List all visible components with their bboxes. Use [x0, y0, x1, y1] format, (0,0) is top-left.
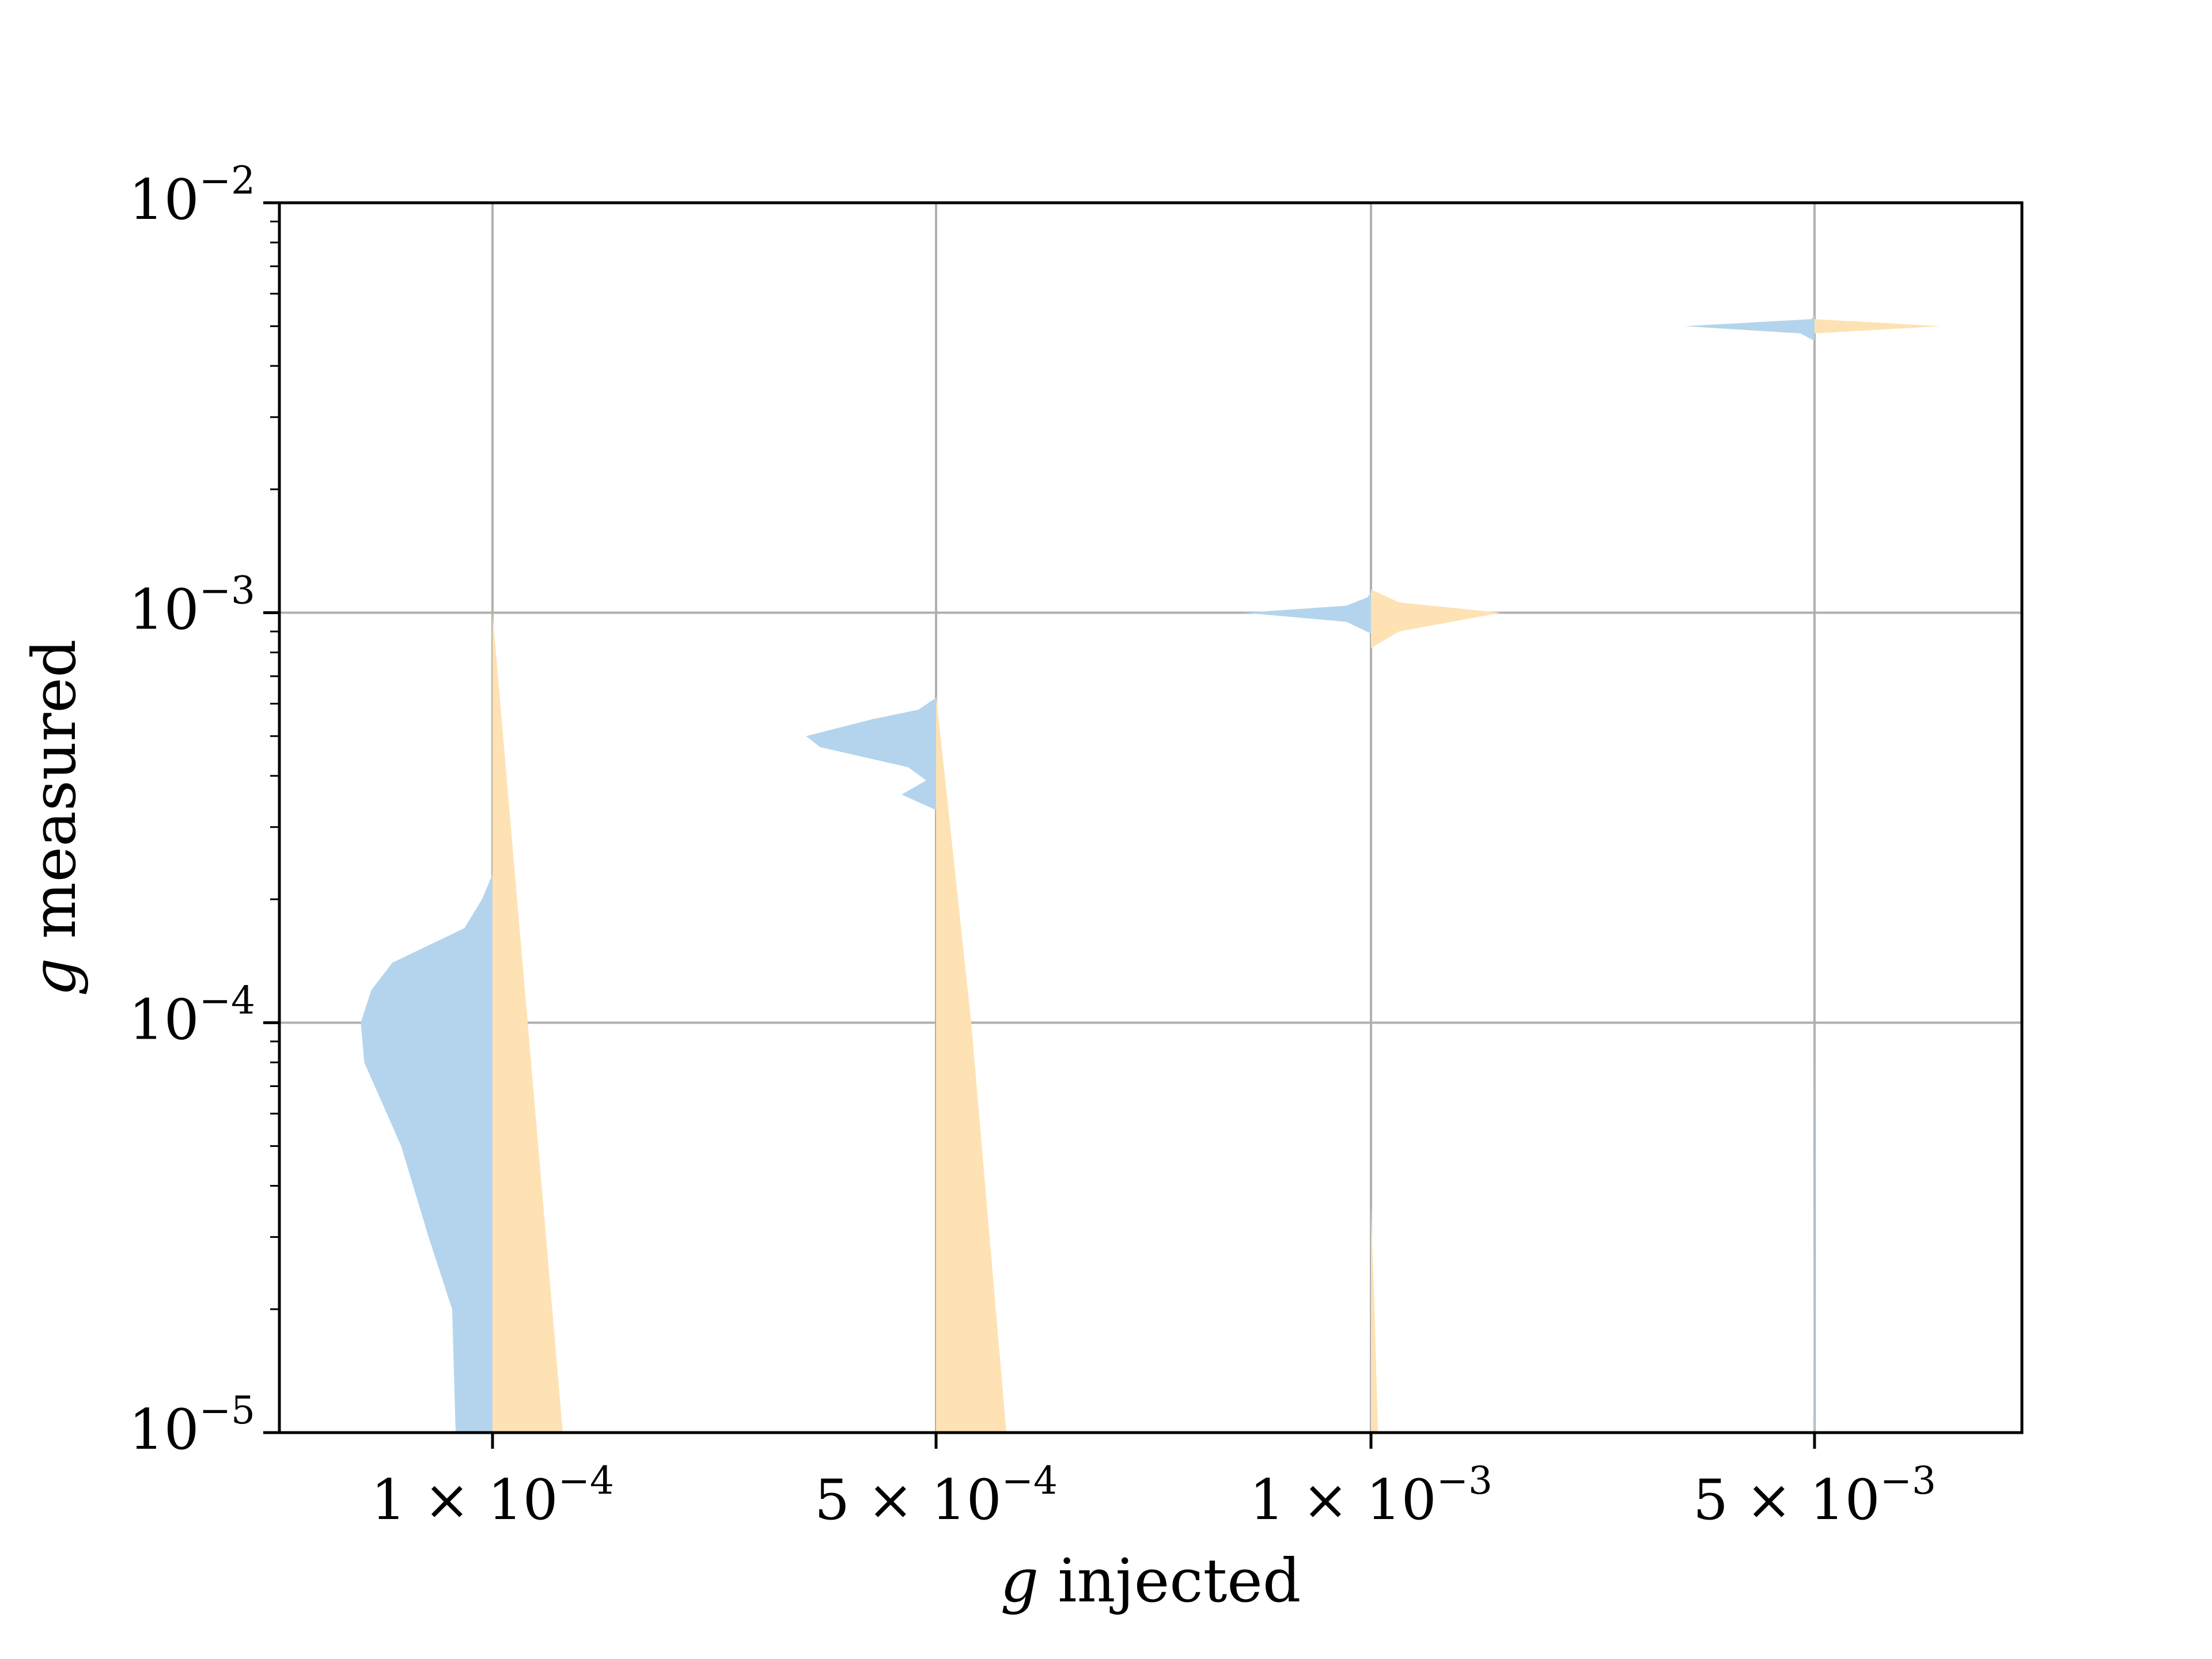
right-violin-1 — [493, 612, 563, 1433]
y-tick-exponent-4: −2 — [199, 158, 255, 203]
x-tick-exponent-1: −4 — [558, 1459, 614, 1503]
y-axis-text: measured — [19, 639, 89, 939]
y-axis-label: g measured — [19, 639, 89, 997]
y-tick-exponent-3: −3 — [199, 569, 255, 613]
x-tick-exponent-4: −3 — [1880, 1459, 1936, 1503]
left-violin-3 — [1244, 592, 1371, 634]
right-violin-4 — [1815, 319, 1941, 334]
plot-frame — [278, 201, 2024, 1434]
left-violin-1 — [361, 874, 493, 1433]
left-violin-2 — [806, 698, 936, 810]
right-violin-2 — [936, 695, 1006, 1433]
y-tick-exponent-1: −5 — [199, 1388, 255, 1433]
x-tick-exponent-2: −4 — [1002, 1459, 1058, 1503]
y-tick-exponent-2: −4 — [199, 978, 255, 1022]
x-axis-label: g injected — [1001, 1546, 1301, 1616]
y-axis-symbol: g — [19, 939, 89, 997]
axes — [263, 201, 2024, 1449]
violins — [361, 316, 1941, 1433]
x-tick-exponent-3: −3 — [1437, 1459, 1493, 1503]
x-axis-symbol: g — [1001, 1546, 1058, 1616]
x-axis-text: injected — [1058, 1546, 1301, 1616]
